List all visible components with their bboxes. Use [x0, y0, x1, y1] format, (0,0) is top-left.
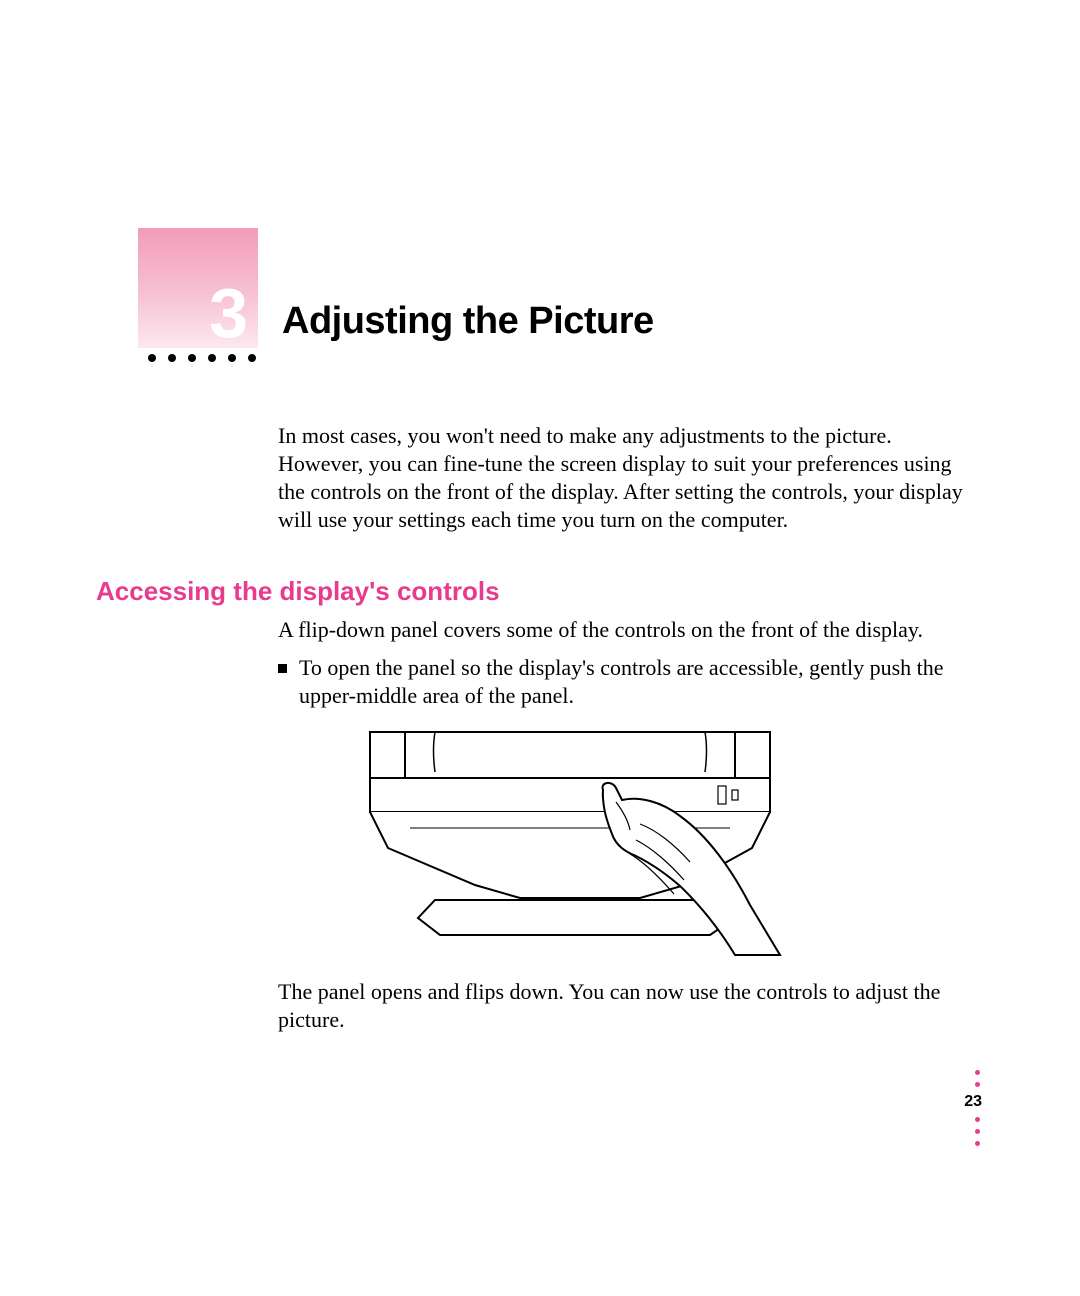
pink-dot-icon: [975, 1141, 980, 1146]
dot-icon: [168, 354, 176, 362]
page-number-dots-bottom: [964, 1117, 982, 1146]
dot-icon: [188, 354, 196, 362]
page-number-dots-top: [964, 1070, 982, 1087]
pink-dot-icon: [975, 1129, 980, 1134]
chapter-title: Adjusting the Picture: [282, 300, 654, 343]
section-heading: Accessing the display's controls: [96, 576, 500, 607]
display-panel-illustration: [340, 730, 820, 960]
intro-paragraph: In most cases, you won't need to make an…: [278, 422, 978, 535]
bullet-square-icon: [278, 664, 287, 673]
chapter-number: 3: [209, 278, 248, 348]
bullet-item: To open the panel so the display's contr…: [278, 654, 978, 710]
dot-icon: [248, 354, 256, 362]
closing-paragraph: The panel opens and flips down. You can …: [278, 978, 978, 1034]
page-number-block: 23: [964, 1070, 982, 1146]
chapter-gradient-block: 3: [138, 228, 258, 348]
dot-icon: [228, 354, 236, 362]
chapter-dots-row: [148, 354, 256, 362]
page-container: 3 Adjusting the Picture In most cases, y…: [0, 0, 1080, 1296]
page-number: 23: [964, 1093, 982, 1111]
pink-dot-icon: [975, 1070, 980, 1075]
dot-icon: [148, 354, 156, 362]
dot-icon: [208, 354, 216, 362]
pink-dot-icon: [975, 1082, 980, 1087]
bullet-text: To open the panel so the display's contr…: [299, 654, 978, 710]
pink-dot-icon: [975, 1117, 980, 1122]
section-lead-paragraph: A flip-down panel covers some of the con…: [278, 616, 978, 644]
